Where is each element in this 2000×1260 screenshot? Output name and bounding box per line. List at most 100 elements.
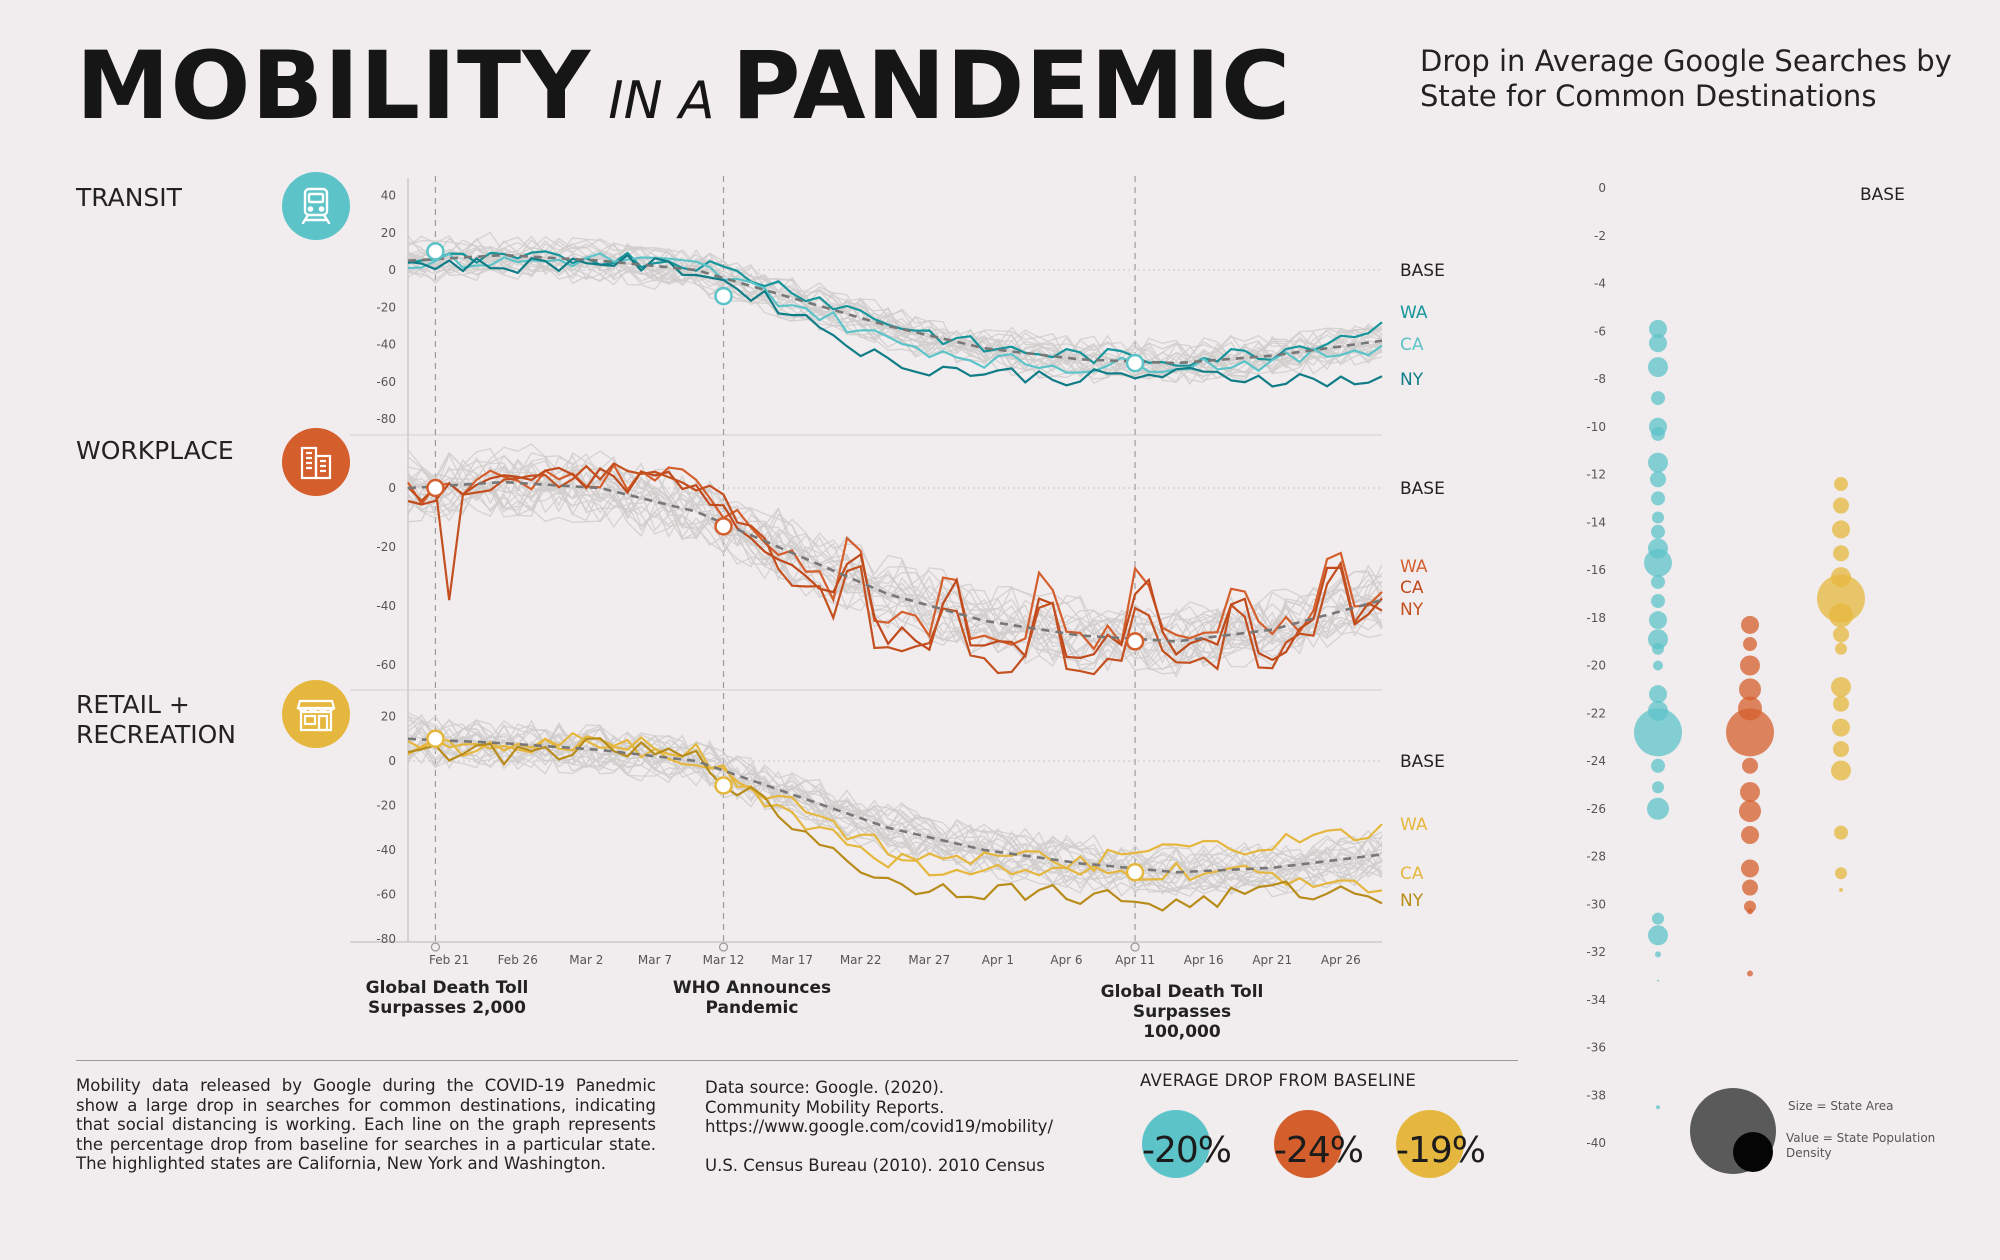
y-tick-label: -80 (376, 932, 396, 946)
bubble-y-tick-label: -10 (1586, 420, 1606, 434)
event-point (714, 286, 733, 306)
x-tick-label: Mar 2 (569, 953, 603, 967)
subtitle: Drop in Average Google Searches by State… (1420, 44, 1952, 113)
bubble-y-tick-label: -4 (1594, 277, 1606, 291)
bubble-workplace (1747, 908, 1753, 915)
trend-line (407, 737, 1383, 874)
line-charts: Feb 21 Feb 26 Mar 2 Mar 7 Mar 12 Mar 17 Mar 22… (350, 176, 1445, 967)
average-drop-circle (1396, 1110, 1464, 1178)
office-building-icon (282, 428, 350, 496)
bubble-transit (1648, 925, 1668, 946)
y-tick-label: -40 (376, 599, 396, 613)
bubble-transit (1655, 951, 1661, 958)
bubble-retail (1834, 477, 1848, 492)
state-line-wa (407, 731, 1383, 873)
bubble-y-tick-label: -38 (1586, 1088, 1606, 1102)
category-label-retail: RETAIL + RECREATION (76, 690, 236, 749)
y-tick-label: 0 (388, 481, 396, 495)
bubble-transit (1649, 319, 1667, 338)
event-axis-dot (1130, 942, 1140, 952)
bubble-transit (1653, 660, 1663, 671)
x-tick-label: Mar 17 (771, 953, 813, 967)
x-tick-label: Feb 26 (498, 953, 538, 967)
state-line-gray (407, 712, 1382, 866)
bubble-transit (1651, 391, 1665, 406)
average-drop-workplace: -24% (1274, 1110, 1414, 1180)
bubble-transit (1634, 708, 1682, 757)
base-label: BASE (1400, 752, 1445, 772)
state-line-ny (407, 737, 1383, 912)
bubble-workplace (1747, 970, 1753, 977)
state-label-ny: NY (1400, 370, 1424, 390)
bubble-transit (1656, 1105, 1660, 1110)
event-line: Surpasses 2,000 (368, 998, 526, 1018)
x-tick-label: Mar 12 (703, 953, 745, 967)
trend-line (407, 480, 1383, 643)
base-label: BASE (1400, 261, 1445, 281)
bubble-retail (1834, 825, 1848, 840)
bubble-retail (1832, 718, 1850, 737)
x-tick-label: Apr 26 (1321, 953, 1361, 967)
trend-line (407, 253, 1383, 365)
state-line-ny (407, 253, 1383, 388)
bubble-y-tick-label: 0 (1598, 181, 1606, 195)
bubble-y-tick-label: -18 (1586, 611, 1606, 625)
bubble-workplace (1739, 800, 1761, 823)
bubble-workplace (1739, 678, 1761, 701)
bubble-workplace (1741, 859, 1759, 878)
y-tick-label: -20 (376, 300, 396, 314)
bubble-y-tick-label: -36 (1586, 1041, 1606, 1055)
bubble-workplace (1744, 900, 1756, 913)
state-label-ca: CA (1400, 335, 1424, 355)
legend-value-label: Density (1786, 1146, 1832, 1160)
bubble-y-tick-label: -2 (1594, 229, 1606, 243)
bubble-y-tick-label: -6 (1594, 324, 1606, 338)
bubble-transit (1648, 357, 1668, 378)
y-tick-label: 20 (381, 710, 396, 724)
bubble-transit (1651, 574, 1665, 589)
source-spacer (705, 1137, 1105, 1157)
event-label-death-toll-2000: Global Death Toll Surpasses 2,000 (357, 978, 537, 1018)
x-tick-label: Apr 21 (1252, 953, 1292, 967)
y-tick-label: -20 (376, 540, 396, 554)
state-line-gray (407, 239, 1383, 364)
average-drop-circle (1274, 1110, 1342, 1178)
state-line-gray (407, 243, 1383, 375)
state-line-gray (407, 481, 1383, 667)
average-drop-retail: -19% (1396, 1110, 1536, 1180)
state-line-gray (407, 477, 1383, 672)
bubble-transit (1650, 471, 1666, 488)
bubble-retail (1833, 695, 1849, 712)
bubble-retail (1839, 887, 1843, 892)
bubble-chart: 0 -2 -4 -6 -8 -10 -12 -14 -16 -18 -20 -22 -24 -26 -28 -… (1586, 181, 1935, 1174)
source-line: Data source: Google. (2020). (705, 1078, 945, 1097)
state-label-wa: WA (1400, 815, 1428, 835)
bubble-y-tick-label: -8 (1594, 372, 1606, 386)
state-line-gray (407, 475, 1383, 663)
y-tick-label: 0 (388, 263, 396, 277)
bubble-retail (1833, 545, 1849, 562)
x-tick-label: Mar 7 (638, 953, 672, 967)
bubble-transit (1649, 611, 1667, 630)
bubble-y-tick-label: -40 (1586, 1136, 1606, 1150)
bubble-y-tick-label: -28 (1586, 850, 1606, 864)
legend-value-bubble (1733, 1132, 1773, 1172)
bubble-workplace (1742, 757, 1758, 774)
source-line: https://www.google.com/covid19/mobility/ (705, 1117, 1054, 1136)
y-tick-label: -40 (376, 843, 396, 857)
bubble-y-tick-label: -14 (1586, 515, 1606, 529)
event-point (426, 478, 445, 498)
average-drop-circle (1142, 1110, 1210, 1178)
data-source: Data source: Google. (2020). Community M… (705, 1078, 1105, 1176)
legend-size-label: Size = State Area (1788, 1099, 1894, 1113)
bubble-retail (1831, 676, 1851, 697)
event-label-death-toll-100000: Global Death Toll Surpasses 100,000 (1092, 982, 1272, 1042)
bubble-y-tick-label: -24 (1586, 754, 1606, 768)
bubble-transit (1652, 781, 1664, 794)
y-tick-label: 40 (381, 189, 396, 203)
state-label-ca: CA (1400, 864, 1424, 884)
x-tick-label: Mar 27 (908, 953, 950, 967)
y-tick-label: -80 (376, 412, 396, 426)
title-part-mobility: MOBILITY (76, 32, 592, 141)
